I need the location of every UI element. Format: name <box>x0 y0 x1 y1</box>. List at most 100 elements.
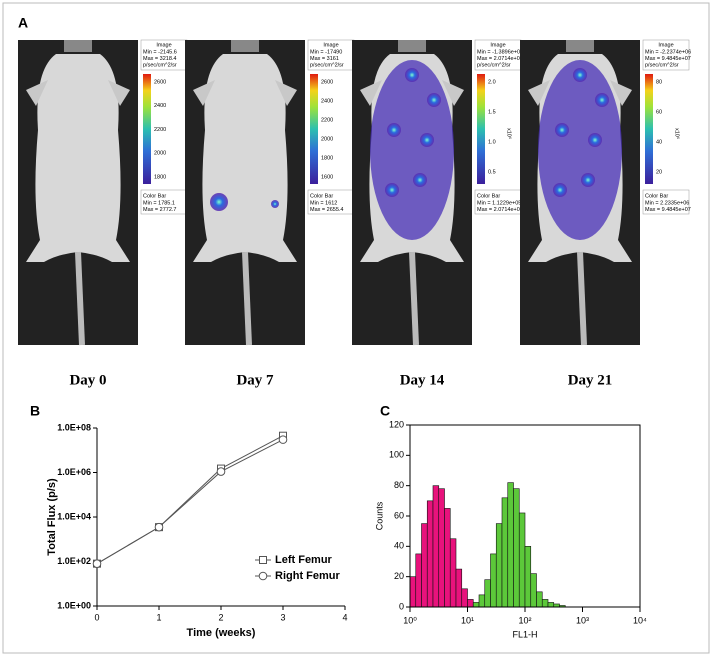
histogram-bar <box>507 482 514 608</box>
legend-marker <box>259 556 267 564</box>
colorbar-tick: 2200 <box>154 127 166 133</box>
ear <box>528 80 632 106</box>
colorbar-heading: Color Bar <box>477 193 500 199</box>
nose-cone <box>64 40 92 52</box>
colorbar-tick: 1800 <box>154 174 166 180</box>
histogram-bar <box>467 599 474 608</box>
colorbar-stat: Min = 1785.1 <box>143 200 175 206</box>
x-tick-label: 1 <box>156 612 161 622</box>
histogram-bar <box>461 588 468 608</box>
series-line <box>96 439 284 565</box>
y-tick-label: 1.0E+00 <box>57 600 91 610</box>
colorbar-box <box>307 39 355 71</box>
histogram-bar <box>444 508 451 608</box>
histogram-bar <box>501 497 509 608</box>
colorbar-heading: Image <box>490 42 505 48</box>
x-tick-label: 4 <box>342 612 347 622</box>
histogram-bar <box>449 538 457 608</box>
histogram-bar <box>415 553 422 608</box>
x-tick-label: 10² <box>518 615 531 625</box>
colorbar <box>477 74 485 184</box>
histogram-bar <box>478 594 486 608</box>
colorbar-tick: 2400 <box>154 103 166 109</box>
histogram-bar <box>455 568 463 608</box>
y-axis-label: Counts <box>374 501 384 530</box>
image-stat: Max = 3161 <box>310 56 339 62</box>
histogram-bar <box>426 500 434 608</box>
colorbar-heading: Color Bar <box>143 193 166 199</box>
y-tick-label: 40 <box>394 541 404 551</box>
histogram-bar <box>536 591 543 608</box>
y-tick-label: 20 <box>394 571 404 581</box>
image-stat: p/sec/cm^2/sr <box>645 62 679 68</box>
ear <box>193 80 297 106</box>
colorbar-stat: Max = 2.0714e+06 <box>477 207 523 213</box>
histogram-bar <box>421 523 428 608</box>
histogram-bar <box>432 485 440 608</box>
tail <box>409 251 419 346</box>
image-stat: p/sec/cm^2/sr <box>143 62 177 68</box>
signal <box>413 173 427 187</box>
colorbar-heading: Color Bar <box>645 193 668 199</box>
y-tick-label: 100 <box>389 450 404 460</box>
colorbar-tick: 60 <box>656 110 662 116</box>
tail <box>75 251 85 346</box>
day-label: Day 0 <box>69 372 106 388</box>
image-stat: Max = 2.0714e+06 <box>477 56 523 62</box>
y-tick-label: 0 <box>399 601 404 611</box>
colorbar-stat: Min = 2.2335e+06 <box>645 200 689 206</box>
mouse-body <box>26 54 130 262</box>
colorbar <box>143 74 151 184</box>
day-label: Day 14 <box>400 372 445 388</box>
histogram-bar <box>495 523 503 608</box>
image-stat: Min = -17490 <box>310 49 342 55</box>
colorbar-tick: 0.5 <box>488 170 496 176</box>
colorbar-tick: 2600 <box>154 79 166 85</box>
histogram-bar <box>472 602 480 608</box>
signal <box>420 133 434 147</box>
legend-label: Left Femur <box>275 554 333 566</box>
colorbar-heading: Image <box>658 42 673 48</box>
colorbar-scale: x10⁶ <box>674 128 681 139</box>
x-axis-label: Time (weeks) <box>187 627 256 639</box>
histogram-bar <box>518 512 526 608</box>
signal <box>387 123 401 137</box>
y-tick-label: 1.0E+02 <box>57 556 91 566</box>
marker <box>92 559 102 568</box>
histogram-bar <box>530 573 537 608</box>
colorbar-tick: 1.0 <box>488 140 496 146</box>
histogram-bar <box>490 553 497 608</box>
y-tick-label: 1.0E+04 <box>57 511 91 521</box>
signal-area <box>538 60 622 240</box>
tail <box>577 251 587 346</box>
histogram-bar <box>513 488 520 608</box>
histogram-bar <box>484 579 491 608</box>
image-stat: p/sec/cm^2/sr <box>477 62 511 68</box>
colorbar-heading: Color Bar <box>310 193 333 199</box>
colorbar-tick: 1800 <box>321 155 333 161</box>
x-tick-label: 10³ <box>576 615 589 625</box>
x-tick-label: 10⁰ <box>403 615 417 625</box>
ear <box>26 80 130 106</box>
colorbar-box <box>642 189 690 215</box>
image-stat: Max = 9.4845e+07 <box>645 56 691 62</box>
x-tick-label: 10⁴ <box>633 615 647 625</box>
signal <box>555 123 569 137</box>
colorbar-tick: 2.0 <box>488 79 496 85</box>
colorbar-tick: 40 <box>656 140 662 146</box>
colorbar-tick: 2600 <box>321 79 333 85</box>
colorbar-stat: Min = 1.1229e+05 <box>477 200 521 206</box>
colorbar-tick: 2000 <box>321 136 333 142</box>
marker <box>154 522 164 532</box>
panel-label: C <box>380 403 390 419</box>
signal <box>405 68 419 82</box>
colorbar-tick: 2400 <box>321 98 333 104</box>
day-label: Day 7 <box>236 372 274 388</box>
colorbar <box>645 74 653 184</box>
image-stat: Min = -2145.6 <box>143 49 177 55</box>
colorbar-heading: Image <box>323 42 338 48</box>
colorbar-stat: Max = 9.4845e+07 <box>645 207 691 213</box>
colorbar <box>310 74 318 184</box>
